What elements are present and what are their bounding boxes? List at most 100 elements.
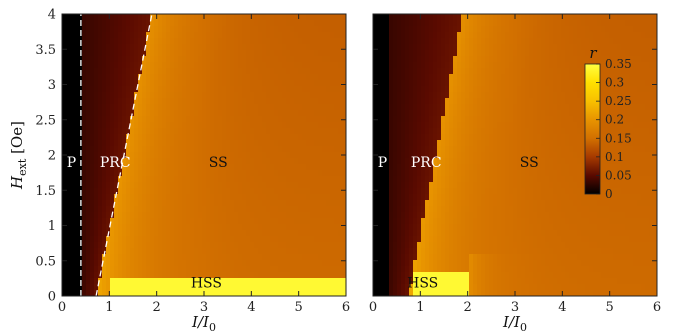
left-heat-cell	[326, 98, 331, 105]
left-heat-cell	[338, 44, 343, 51]
left-heat-cell	[330, 80, 335, 87]
left-heat-cell	[78, 176, 83, 183]
right-heat-cell	[457, 134, 462, 141]
right-heat-cell	[425, 14, 430, 21]
left-heat-cell	[66, 140, 71, 147]
left-heat-cell	[170, 152, 175, 159]
right-heat-cell	[429, 74, 434, 81]
right-heat-cell	[613, 128, 618, 135]
left-heat-cell	[330, 266, 335, 273]
left-heat-cell	[230, 248, 235, 255]
right-heat-cell	[561, 26, 566, 33]
left-heat-cell	[326, 200, 331, 207]
left-heat-cell	[226, 56, 231, 63]
right-heat-cell	[389, 68, 394, 75]
left-heat-cell	[302, 80, 307, 87]
right-heat-cell	[573, 62, 578, 69]
left-heat-cell	[270, 104, 275, 111]
left-heat-cell	[330, 218, 335, 225]
left-heat-cell	[318, 32, 323, 39]
right-heat-cell	[601, 86, 606, 93]
right-heat-cell	[373, 122, 378, 129]
left-heat-cell	[338, 206, 343, 213]
left-heat-cell	[194, 56, 199, 63]
right-heat-cell	[597, 26, 602, 33]
left-heat-cell	[146, 206, 151, 213]
right-heat-cell	[581, 128, 586, 135]
left-heat-cell	[66, 110, 71, 117]
right-heat-cell	[397, 134, 402, 141]
right-heat-cell	[517, 56, 522, 63]
left-heat-cell	[142, 164, 147, 171]
left-heat-cell	[334, 236, 339, 243]
left-heat-cell	[314, 248, 319, 255]
left-heat-cell	[294, 164, 299, 171]
left-heat-cell	[206, 272, 211, 279]
left-heat-cell	[306, 122, 311, 129]
left-heat-cell	[154, 158, 159, 165]
right-heat-cell	[453, 104, 458, 111]
left-heat-cell	[266, 14, 271, 21]
left-heat-cell	[318, 80, 323, 87]
left-heat-cell	[178, 140, 183, 147]
right-heat-cell	[489, 80, 494, 87]
right-heat-cell	[549, 74, 554, 81]
left-heat-cell	[278, 20, 283, 27]
right-heat-cell	[629, 62, 634, 69]
right-heat-cell	[409, 14, 414, 21]
left-heat-cell	[198, 248, 203, 255]
left-heat-cell	[266, 38, 271, 45]
left-heat-cell	[334, 200, 339, 207]
left-heat-cell	[250, 200, 255, 207]
right-heat-cell	[409, 92, 414, 99]
left-heat-cell	[306, 38, 311, 45]
right-heat-cell	[649, 62, 654, 69]
left-heat-cell	[154, 68, 159, 75]
left-heat-cell	[98, 20, 103, 27]
left-heat-cell	[266, 236, 271, 243]
left-heat-cell	[310, 170, 315, 177]
right-heat-cell	[497, 134, 502, 141]
left-heat-cell	[102, 134, 107, 141]
left-heat-cell	[330, 170, 335, 177]
left-heat-cell	[278, 224, 283, 231]
right-heat-cell	[489, 68, 494, 75]
left-heat-cell	[114, 182, 119, 189]
left-heat-cell	[190, 212, 195, 219]
left-heat-cell	[310, 140, 315, 147]
left-heat-cell	[330, 122, 335, 129]
left-heat-cell	[66, 44, 71, 51]
left-heat-cell	[230, 200, 235, 207]
left-heat-cell	[334, 20, 339, 27]
left-heat-cell	[230, 14, 235, 21]
right-heat-cell	[557, 56, 562, 63]
left-heat-cell	[302, 242, 307, 249]
right-heat-cell	[529, 20, 534, 27]
right-heat-cell	[461, 50, 466, 57]
left-heat-cell	[298, 290, 303, 296]
right-heat-cell	[485, 86, 490, 93]
right-heat-cell	[521, 38, 526, 45]
left-heat-cell	[74, 164, 79, 171]
left-heat-cell	[158, 128, 163, 135]
left-heat-cell	[174, 14, 179, 21]
left-heat-cell	[318, 140, 323, 147]
right-heat-cell	[565, 26, 570, 33]
left-heat-cell	[270, 236, 275, 243]
left-heat-cell	[250, 140, 255, 147]
left-heat-cell	[310, 116, 315, 123]
left-heat-cell	[234, 128, 239, 135]
right-heat-cell	[557, 50, 562, 57]
left-heat-cell	[286, 38, 291, 45]
right-heat-cell	[473, 68, 478, 75]
left-heat-cell	[142, 260, 147, 267]
left-heat-cell	[194, 290, 199, 296]
right-heat-cell	[517, 86, 522, 93]
left-heat-cell	[262, 116, 267, 123]
left-heat-cell	[170, 14, 175, 21]
right-heat-cell	[617, 110, 622, 117]
left-heat-cell	[290, 38, 295, 45]
left-heat-cell	[314, 242, 319, 249]
left-heat-cell	[114, 98, 119, 105]
left-heat-cell	[122, 26, 127, 33]
